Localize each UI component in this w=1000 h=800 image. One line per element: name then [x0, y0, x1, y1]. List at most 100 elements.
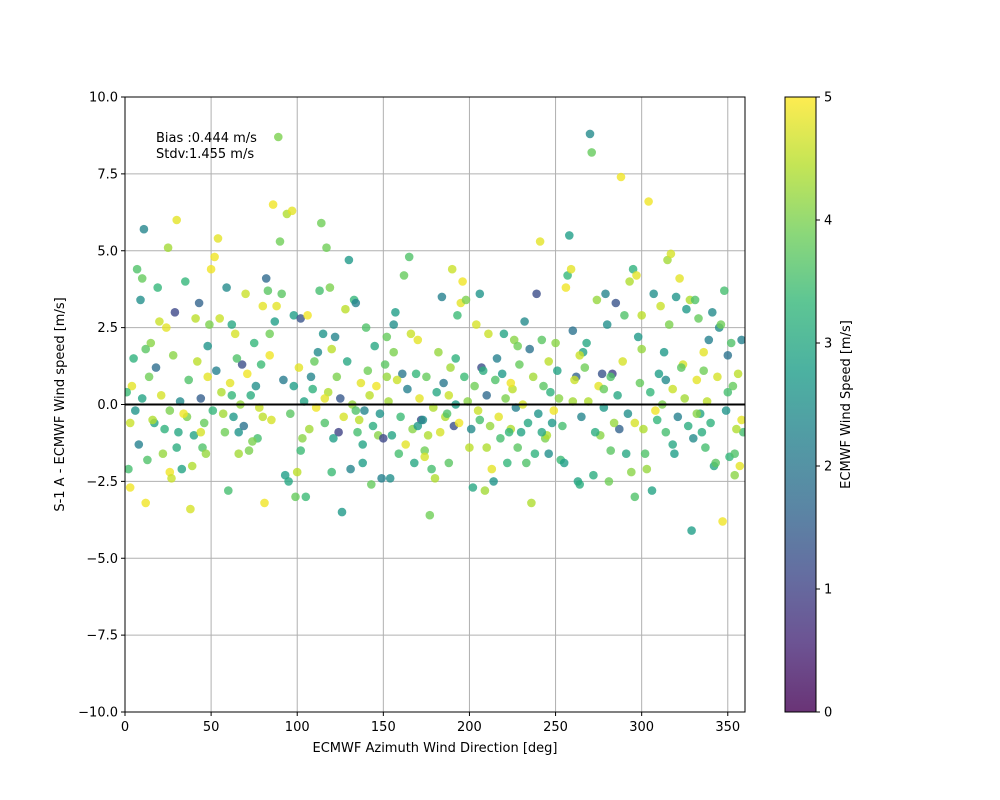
scatter-point	[577, 412, 586, 422]
scatter-point	[308, 384, 318, 394]
scatter-point	[492, 354, 502, 363]
scatter-point	[590, 427, 600, 437]
scatter-point	[551, 338, 560, 348]
scatter-point	[497, 369, 507, 379]
scatter-point	[597, 369, 607, 379]
scatter-point	[217, 387, 226, 397]
scatter-point	[356, 378, 366, 388]
scatter-point	[411, 369, 421, 379]
scatter-point	[422, 372, 431, 382]
scatter-point	[292, 467, 302, 477]
scatter-point	[415, 394, 424, 403]
scatter-point	[453, 311, 462, 320]
scatter-point	[513, 341, 522, 351]
scatter-point	[609, 418, 619, 428]
scatter-point	[337, 507, 347, 517]
scatter-point	[330, 332, 340, 342]
scatter-point	[582, 338, 591, 348]
scatter-point	[478, 366, 488, 376]
scatter-point	[735, 461, 745, 471]
scatter-point	[267, 415, 276, 425]
scatter-point	[139, 224, 149, 234]
scatter-point	[151, 363, 161, 372]
scatter-point	[201, 449, 211, 459]
scatter-point	[539, 381, 548, 391]
scatter-point	[165, 406, 175, 415]
scatter-point	[234, 427, 243, 437]
scatter-point	[291, 492, 300, 502]
scatter-point	[523, 418, 533, 428]
scatter-point	[153, 283, 162, 292]
scatter-point	[427, 464, 436, 474]
scatter-point	[258, 301, 268, 311]
scatter-point	[630, 418, 640, 428]
scatter-point	[644, 197, 653, 206]
scatter-point	[379, 434, 388, 443]
scatter-point	[317, 218, 326, 228]
scatter-point	[473, 406, 483, 415]
scatter-point	[137, 274, 147, 283]
scatter-point	[687, 526, 696, 535]
scatter-point	[587, 148, 596, 157]
scatter-point	[737, 335, 745, 345]
scatter-point	[418, 415, 428, 425]
scatter-point	[553, 366, 562, 376]
scatter-point	[726, 338, 736, 348]
scatter-point	[420, 452, 430, 462]
scatter-point	[265, 351, 275, 360]
scatter-point	[451, 354, 461, 363]
scatter-point	[320, 418, 330, 428]
scatter-point	[229, 412, 238, 422]
scatter-point	[382, 332, 392, 342]
colorbar-tick-label: 1	[824, 583, 832, 598]
scatter-point	[732, 424, 741, 434]
scatter-point	[258, 412, 268, 422]
scatter-point	[332, 372, 342, 382]
scatter-point	[184, 375, 193, 385]
scatter-point	[289, 311, 299, 320]
scatter-point	[737, 415, 745, 425]
scatter-point	[172, 215, 181, 225]
scatter-point	[179, 409, 188, 419]
y-tick-label: 7.5	[97, 167, 118, 182]
scatter-point	[659, 347, 669, 357]
scatter-point	[489, 477, 498, 486]
x-tick-label: 200	[457, 720, 482, 735]
x-tick-label: 300	[629, 720, 654, 735]
scatter-point	[134, 440, 144, 449]
scatter-point	[513, 443, 522, 452]
scatter-point	[181, 277, 190, 286]
scatter-point	[363, 366, 373, 376]
scatter-point	[287, 206, 297, 216]
scatter-point	[484, 329, 493, 339]
scatter-point	[561, 283, 571, 292]
scatter-point	[547, 418, 557, 428]
scatter-point	[403, 384, 412, 394]
scatter-point	[623, 409, 633, 419]
scatter-point	[186, 504, 195, 514]
scatter-point	[148, 415, 157, 425]
scatter-point	[515, 360, 524, 369]
scatter-point	[689, 434, 698, 443]
scatter-point	[272, 301, 281, 311]
scatter-point	[625, 277, 634, 286]
scatter-point	[413, 335, 423, 345]
y-tick-label: 2.5	[97, 321, 118, 336]
scatter-point	[212, 366, 221, 376]
scatter-point	[566, 264, 576, 274]
scatter-point	[172, 443, 181, 452]
scatter-point	[392, 375, 402, 385]
scatter-point	[368, 421, 378, 431]
scatter-point	[640, 449, 650, 459]
x-tick-label: 350	[715, 720, 740, 735]
y-tick-label: 0.0	[97, 398, 118, 413]
scatter-point	[592, 295, 602, 305]
scatter-point	[444, 391, 454, 400]
scatter-point	[194, 298, 204, 308]
scatter-point	[699, 347, 708, 357]
y-tick-label: −10.0	[78, 706, 118, 721]
scatter-point	[325, 283, 335, 292]
scatter-point	[482, 443, 492, 452]
scatter-point	[454, 418, 464, 428]
scatter-point	[606, 446, 615, 455]
